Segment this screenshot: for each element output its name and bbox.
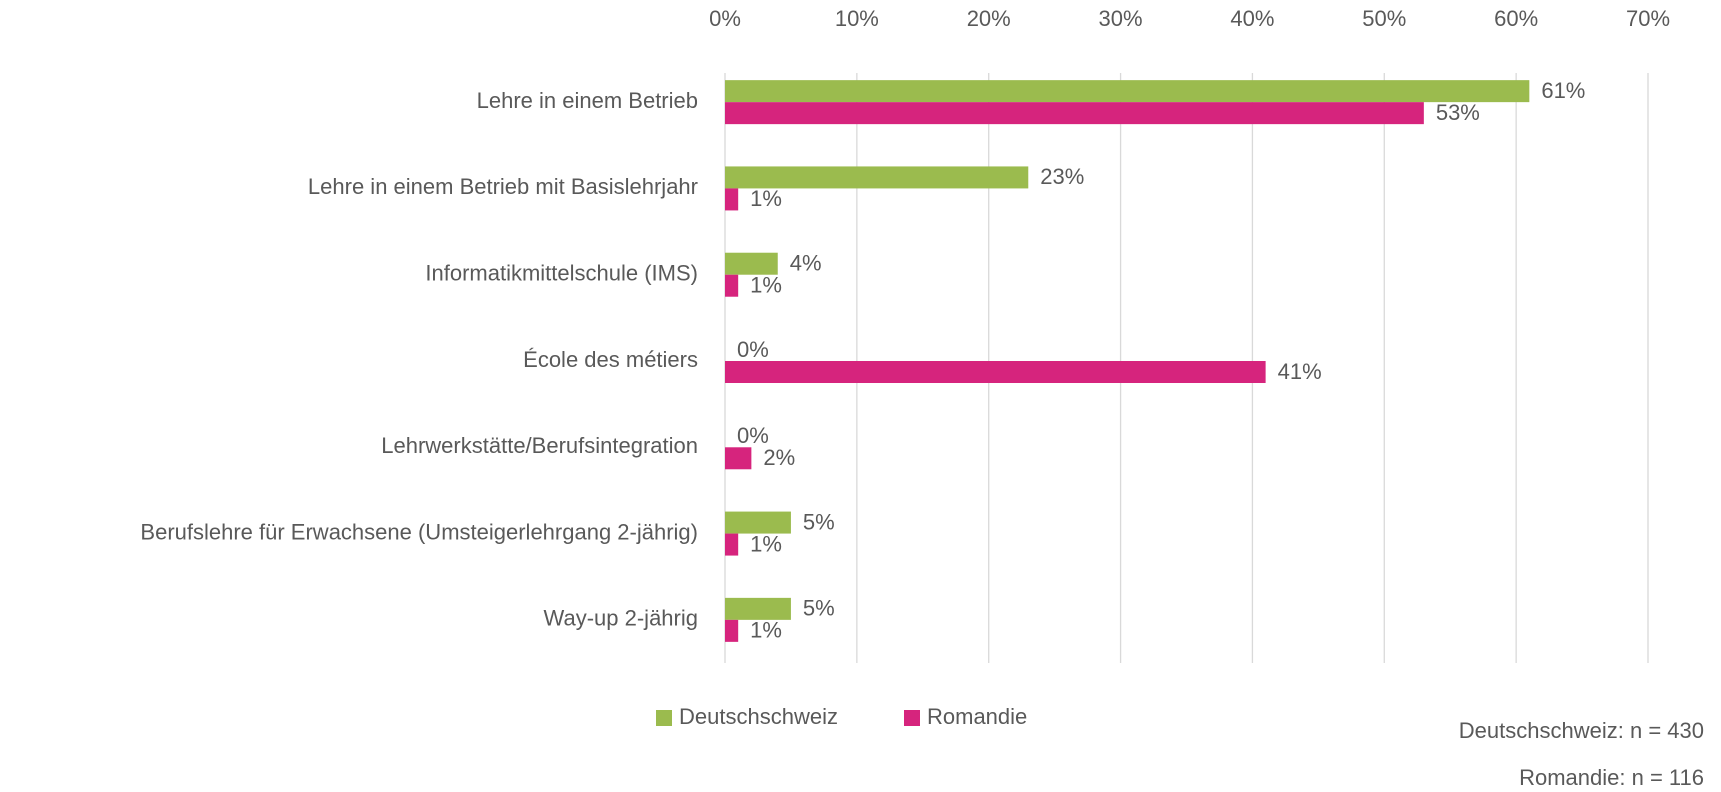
annotation: Romandie: n = 116: [1519, 765, 1704, 790]
x-tick-label: 60%: [1494, 6, 1538, 31]
legend-label: Deutschschweiz: [679, 704, 838, 729]
bar: [725, 166, 1029, 189]
data-label: 0%: [737, 423, 769, 448]
x-tick-label: 10%: [835, 6, 879, 31]
data-label: 2%: [763, 445, 795, 470]
y-tick-label: Way-up 2-jährig: [544, 606, 698, 631]
data-label: 1%: [750, 186, 782, 211]
bar: [725, 597, 791, 620]
y-tick-label: École des métiers: [523, 347, 698, 372]
bar: [725, 619, 739, 642]
y-tick-label: Lehrwerkstätte/Berufsintegration: [381, 433, 698, 458]
y-tick-label: Lehre in einem Betrieb mit Basislehrjahr: [308, 174, 698, 199]
data-label: 61%: [1541, 78, 1585, 103]
x-tick-label: 70%: [1626, 6, 1670, 31]
bar: [725, 361, 1266, 383]
bar: [725, 447, 752, 470]
data-label: 23%: [1040, 164, 1084, 189]
x-tick-label: 50%: [1362, 6, 1406, 31]
bar: [725, 102, 1424, 125]
data-label: 4%: [790, 251, 822, 276]
data-label: 1%: [750, 618, 782, 643]
data-label: 1%: [750, 273, 782, 298]
bar: [725, 274, 739, 297]
data-label: 5%: [803, 509, 835, 534]
x-tick-label: 0%: [709, 6, 741, 31]
bar: [725, 80, 1530, 103]
legend-swatch: [904, 710, 920, 726]
data-label: 5%: [803, 596, 835, 621]
y-tick-label: Lehre in einem Betrieb: [477, 88, 698, 113]
x-tick-label: 20%: [967, 6, 1011, 31]
legend-swatch: [656, 710, 672, 726]
data-label: 41%: [1278, 359, 1322, 384]
bar: [725, 511, 791, 534]
y-tick-label: Berufslehre für Erwachsene (Umsteigerleh…: [140, 519, 698, 544]
x-tick-label: 30%: [1099, 6, 1143, 31]
annotation: Deutschschweiz: n = 430: [1459, 718, 1704, 743]
bar: [725, 533, 739, 556]
bar: [725, 188, 739, 211]
data-label: 0%: [737, 337, 769, 362]
data-label: 53%: [1436, 100, 1480, 125]
y-tick-label: Informatikmittelschule (IMS): [425, 261, 698, 286]
legend-label: Romandie: [927, 704, 1027, 729]
data-label: 1%: [750, 531, 782, 556]
x-tick-label: 40%: [1230, 6, 1274, 31]
bar: [725, 252, 778, 275]
